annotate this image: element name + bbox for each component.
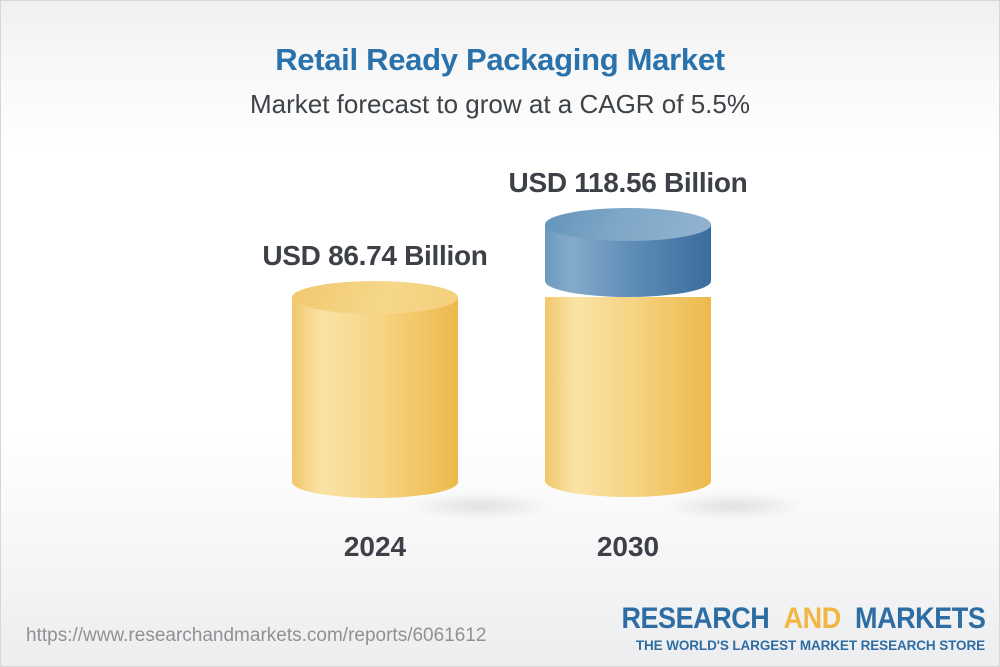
logo-word-research: RESEARCH <box>621 602 769 635</box>
bar-shadow <box>395 490 565 522</box>
cylinder-segment-base <box>545 297 711 498</box>
bar-category-label: 2030 <box>596 531 660 562</box>
bar-shadow <box>648 490 818 522</box>
bar-cylinder-2030 <box>545 207 711 514</box>
page-subtitle: Market forecast to grow at a CAGR of 5.5… <box>250 89 750 119</box>
researchandmarkets-logo: RESEARCH AND MARKETS THE WORLD'S LARGEST… <box>581 603 985 653</box>
cylinder-top-cap <box>545 207 711 241</box>
bar-value-label: USD 118.56 Billion <box>508 166 748 198</box>
cylinder-top-cap <box>292 281 458 314</box>
page-title: Retail Ready Packaging Market <box>275 42 725 77</box>
bar-cylinder-2024 <box>292 281 458 514</box>
report-url: https://www.researchandmarkets.com/repor… <box>26 625 487 646</box>
logo-tagline: THE WORLD'S LARGEST MARKET RESEARCH STOR… <box>635 637 985 653</box>
logo-word-and: AND <box>783 602 841 635</box>
cylinder-segment-base <box>292 297 458 498</box>
logo-wordmark: RESEARCH AND MARKETS <box>621 603 985 635</box>
logo-word-markets: MARKETS <box>854 602 986 635</box>
bar-value-label: USD 86.74 Billion <box>262 240 488 271</box>
bar-category-label: 2024 <box>343 531 407 562</box>
